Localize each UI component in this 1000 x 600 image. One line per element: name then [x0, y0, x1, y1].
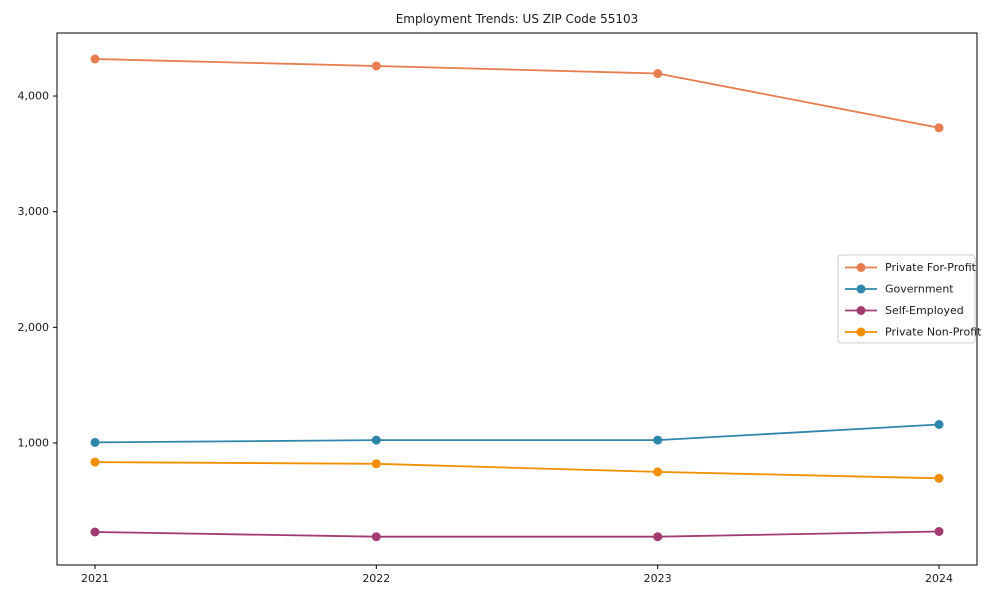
legend-swatch-marker-private-for-profit — [856, 263, 866, 272]
x-axis-tick-label: 2024 — [925, 572, 953, 585]
data-point-government — [934, 420, 944, 429]
y-axis-tick-label: 3,000 — [18, 205, 50, 218]
data-point-self-employed — [934, 527, 944, 536]
data-point-self-employed — [90, 527, 100, 537]
data-point-self-employed — [653, 532, 663, 542]
series-line-private-for-profit — [94, 58, 940, 129]
data-point-private-non-profit — [90, 457, 100, 467]
series-line-self-employed — [94, 530, 940, 538]
x-axis-tick-label: 2021 — [81, 572, 109, 585]
data-point-private-for-profit — [371, 61, 381, 71]
data-point-private-for-profit — [653, 69, 663, 78]
legend-label-private-non-profit: Private Non-Profit — [885, 326, 982, 339]
data-point-government — [90, 437, 100, 447]
legend-label-self-employed: Self-Employed — [885, 304, 964, 317]
data-point-private-non-profit — [653, 467, 663, 477]
data-point-self-employed — [371, 532, 381, 542]
plot-frame — [56, 32, 978, 566]
legend-swatch-marker-self-employed — [856, 306, 866, 315]
series-line-government — [94, 423, 940, 444]
x-axis-tick-label: 2022 — [362, 572, 390, 585]
y-axis-tick-label: 4,000 — [18, 90, 50, 103]
data-point-private-non-profit — [371, 459, 381, 469]
y-axis-tick-label: 2,000 — [18, 321, 50, 334]
data-point-government — [653, 435, 663, 445]
series-line-private-non-profit — [94, 461, 940, 480]
y-axis-tick-label: 1,000 — [18, 436, 50, 449]
legend — [837, 254, 976, 344]
x-axis-tick-label: 2023 — [644, 572, 672, 585]
legend-label-government: Government — [885, 283, 954, 296]
data-point-government — [371, 435, 381, 445]
legend-swatch-marker-private-non-profit — [856, 327, 866, 337]
chart-title: Employment Trends: US ZIP Code 55103 — [396, 12, 639, 26]
legend-label-private-for-profit: Private For-Profit — [885, 261, 977, 274]
data-point-private-for-profit — [90, 54, 100, 64]
data-point-private-non-profit — [934, 473, 944, 483]
legend-swatch-marker-government — [856, 284, 866, 294]
data-point-private-for-profit — [934, 123, 944, 133]
